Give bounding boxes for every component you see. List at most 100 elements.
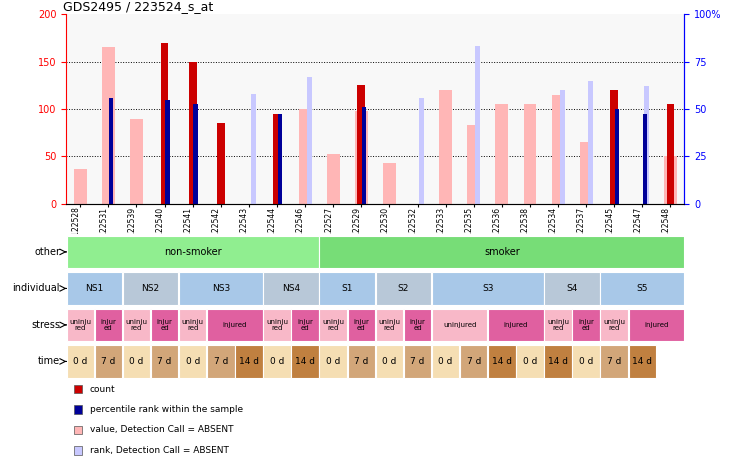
Text: 0 d: 0 d bbox=[382, 357, 397, 366]
Bar bbox=[273, 114, 281, 204]
Bar bbox=[251, 94, 255, 204]
Bar bbox=[432, 272, 544, 305]
Text: time: time bbox=[38, 356, 60, 366]
Bar bbox=[573, 309, 600, 341]
Bar bbox=[383, 163, 396, 204]
Bar bbox=[207, 309, 263, 341]
Bar bbox=[263, 272, 319, 305]
Bar bbox=[404, 345, 431, 378]
Text: 7 d: 7 d bbox=[102, 357, 116, 366]
Bar bbox=[66, 236, 319, 268]
Text: 14 d: 14 d bbox=[492, 357, 512, 366]
Bar bbox=[432, 309, 487, 341]
Text: smoker: smoker bbox=[484, 247, 520, 257]
Bar bbox=[217, 123, 224, 204]
Text: NS2: NS2 bbox=[141, 284, 160, 293]
Text: 7 d: 7 d bbox=[213, 357, 228, 366]
Text: S3: S3 bbox=[482, 284, 494, 293]
Bar bbox=[375, 309, 403, 341]
Text: uninju
red: uninju red bbox=[378, 319, 400, 331]
Bar bbox=[319, 272, 375, 305]
Bar bbox=[299, 109, 311, 204]
Bar bbox=[375, 345, 403, 378]
Text: injured: injured bbox=[644, 322, 668, 328]
Bar bbox=[601, 272, 684, 305]
Text: non-smoker: non-smoker bbox=[164, 247, 222, 257]
Text: injur
ed: injur ed bbox=[353, 319, 369, 331]
Text: other: other bbox=[34, 247, 60, 257]
Bar bbox=[375, 272, 431, 305]
Text: injured: injured bbox=[503, 322, 528, 328]
Bar bbox=[552, 95, 565, 204]
Text: NS4: NS4 bbox=[282, 284, 300, 293]
Text: rank, Detection Call = ABSENT: rank, Detection Call = ABSENT bbox=[90, 446, 229, 455]
Bar bbox=[544, 272, 600, 305]
Text: 14 d: 14 d bbox=[548, 357, 568, 366]
Bar bbox=[667, 104, 674, 204]
Bar bbox=[102, 47, 115, 204]
Bar bbox=[495, 104, 508, 204]
Bar bbox=[588, 81, 592, 204]
Text: 7 d: 7 d bbox=[354, 357, 369, 366]
Text: NS1: NS1 bbox=[85, 284, 104, 293]
Text: 0 d: 0 d bbox=[326, 357, 340, 366]
Text: 14 d: 14 d bbox=[239, 357, 259, 366]
Bar bbox=[291, 345, 319, 378]
Bar bbox=[488, 309, 544, 341]
Bar bbox=[460, 345, 487, 378]
Text: 7 d: 7 d bbox=[411, 357, 425, 366]
Text: 7 d: 7 d bbox=[607, 357, 621, 366]
Bar bbox=[123, 345, 150, 378]
Text: individual: individual bbox=[13, 283, 60, 293]
Text: injur
ed: injur ed bbox=[100, 319, 116, 331]
Bar bbox=[291, 309, 319, 341]
Text: S5: S5 bbox=[637, 284, 648, 293]
Text: S4: S4 bbox=[567, 284, 578, 293]
Text: stress: stress bbox=[31, 320, 60, 330]
Bar bbox=[277, 114, 282, 204]
Text: 0 d: 0 d bbox=[439, 357, 453, 366]
Bar bbox=[644, 86, 649, 204]
Bar bbox=[123, 272, 178, 305]
Bar bbox=[160, 43, 169, 204]
Bar bbox=[601, 345, 628, 378]
Bar bbox=[319, 345, 347, 378]
Text: uninju
red: uninju red bbox=[126, 319, 147, 331]
Text: 0 d: 0 d bbox=[579, 357, 593, 366]
Bar bbox=[629, 345, 656, 378]
Text: count: count bbox=[90, 385, 116, 393]
Bar bbox=[347, 345, 375, 378]
Text: 0 d: 0 d bbox=[523, 357, 537, 366]
Text: uninju
red: uninju red bbox=[182, 319, 204, 331]
Bar bbox=[95, 309, 122, 341]
Text: uninjured: uninjured bbox=[443, 322, 476, 328]
Text: 7 d: 7 d bbox=[467, 357, 481, 366]
Bar bbox=[573, 345, 600, 378]
Bar bbox=[362, 107, 367, 204]
Bar bbox=[179, 345, 207, 378]
Bar bbox=[179, 272, 263, 305]
Text: S2: S2 bbox=[397, 284, 409, 293]
Text: injur
ed: injur ed bbox=[409, 319, 425, 331]
Text: value, Detection Call = ABSENT: value, Detection Call = ABSENT bbox=[90, 426, 233, 434]
Bar bbox=[560, 90, 565, 204]
Bar bbox=[189, 62, 197, 204]
Bar bbox=[207, 345, 235, 378]
Bar bbox=[358, 85, 365, 204]
Text: uninju
red: uninju red bbox=[69, 319, 91, 331]
Text: 14 d: 14 d bbox=[632, 357, 652, 366]
Text: percentile rank within the sample: percentile rank within the sample bbox=[90, 405, 243, 414]
Bar bbox=[123, 309, 150, 341]
Bar bbox=[355, 111, 367, 204]
Bar bbox=[194, 104, 197, 204]
Text: 0 d: 0 d bbox=[270, 357, 284, 366]
Bar bbox=[544, 345, 572, 378]
Bar bbox=[610, 90, 618, 204]
Bar bbox=[151, 309, 178, 341]
Bar bbox=[523, 104, 537, 204]
Bar bbox=[130, 118, 143, 204]
Bar bbox=[319, 236, 684, 268]
Bar bbox=[643, 114, 647, 204]
Bar bbox=[629, 309, 684, 341]
Bar bbox=[109, 98, 113, 204]
